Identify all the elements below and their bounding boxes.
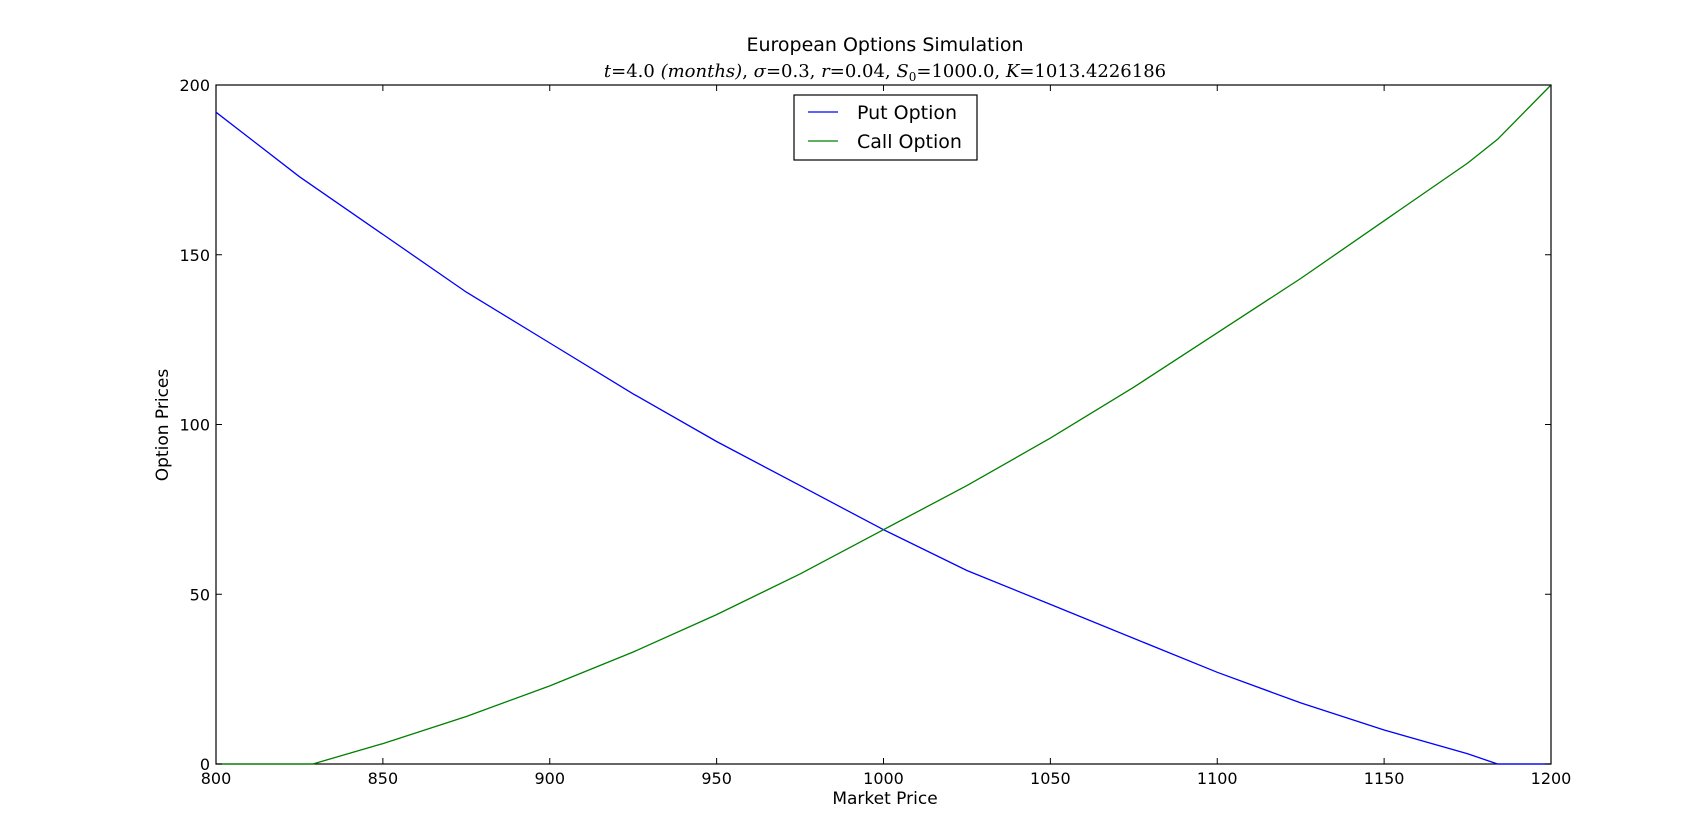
x-tick-label: 900	[534, 769, 565, 788]
x-tick-label: 800	[201, 769, 232, 788]
legend-label: Call Option	[857, 131, 962, 153]
subtitle-sigma-value: 0.3	[781, 61, 810, 82]
axes-layer: 800 850 900 950 1000 1050 1100 1150 1200 0 50 100 15…	[179, 76, 1571, 788]
y-axis-label: Option Prices	[153, 369, 173, 482]
x-tick-label: 1000	[863, 769, 904, 788]
y-tick-label: 100	[179, 416, 210, 435]
y-tick-label: 0	[200, 755, 210, 774]
plot-area	[215, 84, 1552, 765]
subtitle-t-value: 4.0	[626, 61, 655, 82]
subtitle-s0-label: S	[896, 61, 908, 82]
subtitle-sigma-label: σ	[754, 61, 767, 82]
subtitle-r-label: r	[821, 61, 831, 82]
x-tick-label: 950	[701, 769, 732, 788]
subtitle-s0-value: 1000.0	[931, 61, 994, 82]
y-tick-label: 50	[190, 585, 210, 604]
series-layer	[215, 84, 1552, 765]
plot-frame	[215, 84, 1552, 765]
y-tick-label: 150	[179, 246, 210, 265]
subtitle-r-value: 0.04	[845, 61, 885, 82]
series-line-put-option	[215, 111, 1551, 765]
x-tick-label: 1050	[1030, 769, 1071, 788]
subtitle-s0-sub: 0	[909, 70, 917, 84]
y-tick-label: 200	[179, 76, 210, 95]
legend-box	[793, 94, 978, 161]
x-tick-label: 1100	[1197, 769, 1238, 788]
x-axis-label: Market Price	[832, 789, 937, 809]
x-tick-label: 1200	[1531, 769, 1572, 788]
x-tick-label: 850	[368, 769, 399, 788]
subtitle-t-unit: (months)	[661, 61, 743, 82]
legend: Put Option Call Option	[793, 94, 978, 161]
subtitle-k-value: 1013.4226186	[1034, 61, 1166, 82]
x-tick-label: 1150	[1364, 769, 1405, 788]
subtitle-t-label: t	[604, 61, 612, 82]
series-line-call-option	[216, 84, 1552, 765]
subtitle-k-label: K	[1005, 61, 1021, 82]
chart-subtitle: t=4.0 (months), σ=0.3, r=0.04, S0=1000.0…	[604, 61, 1166, 84]
chart-title: European Options Simulation	[746, 34, 1023, 56]
legend-label: Put Option	[857, 102, 957, 124]
